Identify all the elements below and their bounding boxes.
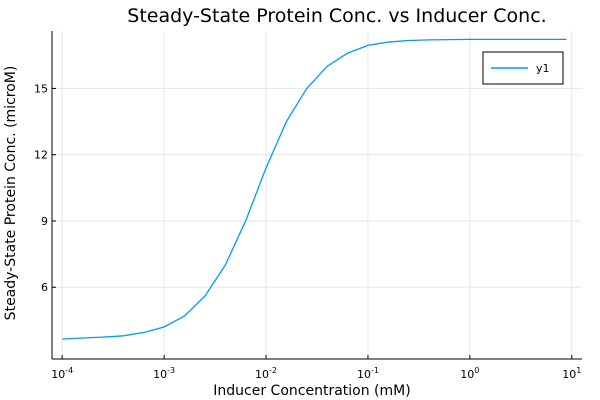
legend: y1 xyxy=(482,51,564,85)
y-axis-ticks: 6 9 12 15 xyxy=(34,82,56,294)
y-tick-label: 9 xyxy=(41,215,48,228)
y-axis-label: Steady-State Protein Conc. (microM) xyxy=(3,66,19,321)
x-tick-label: 10-3 xyxy=(153,366,175,381)
chart-title: Steady-State Protein Conc. vs Inducer Co… xyxy=(127,5,546,27)
y-tick-label: 15 xyxy=(34,82,48,95)
x-axis-ticks: 10-4 10-3 10-2 10-1 100 101 xyxy=(51,355,581,381)
series-layer xyxy=(62,38,567,340)
x-tick-label: 10-4 xyxy=(51,366,73,381)
x-tick-label: 10-1 xyxy=(357,366,379,381)
x-tick-label: 101 xyxy=(562,366,581,381)
x-tick-label: 10-2 xyxy=(255,366,277,381)
legend-label-y1: y1 xyxy=(536,62,550,75)
y-tick-label: 12 xyxy=(34,149,48,162)
y-tick-label: 6 xyxy=(41,281,48,294)
grid xyxy=(52,31,582,359)
axes xyxy=(51,31,582,360)
x-axis-label: Inducer Concentration (mM) xyxy=(213,383,410,399)
series-line-y1 xyxy=(62,38,567,340)
x-tick-label: 100 xyxy=(460,366,479,381)
